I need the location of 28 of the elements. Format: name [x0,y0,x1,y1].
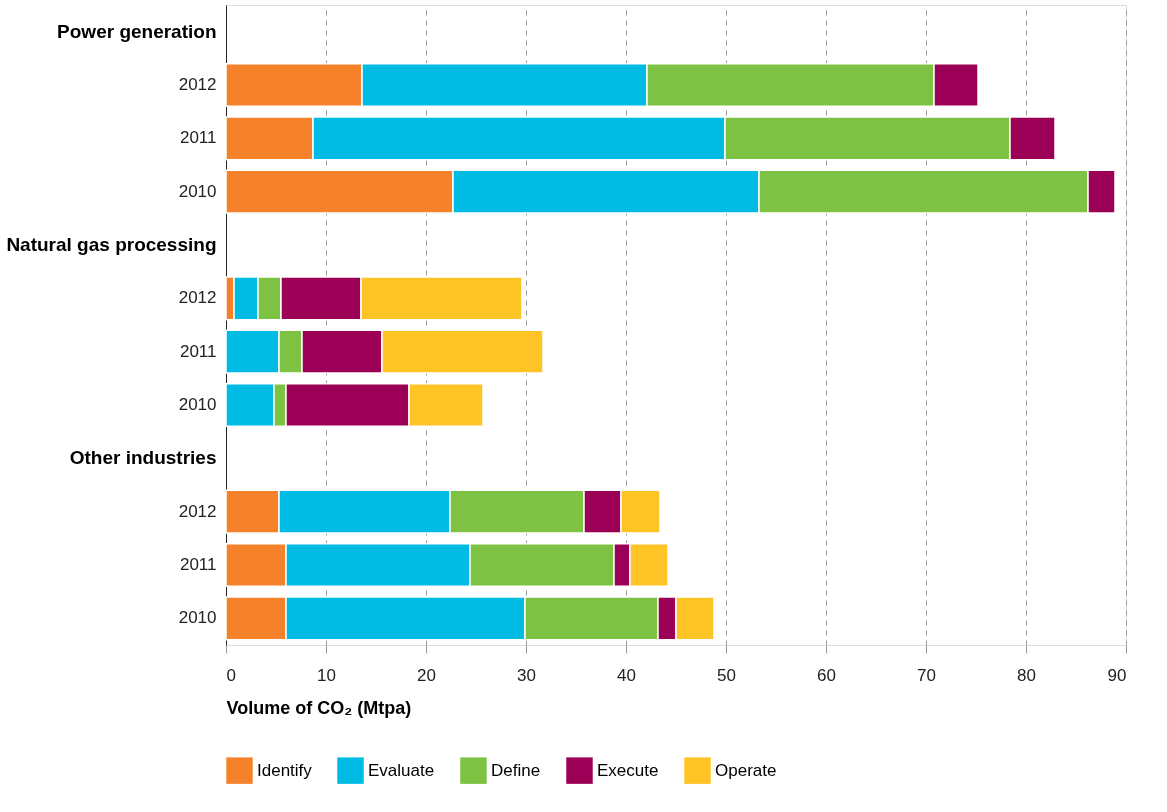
y-tick-label: 2012 [178,75,217,94]
x-tick-label: 0 [226,665,236,685]
legend-label: Operate [715,760,777,780]
y-tick-label: Natural gas processing [6,234,217,255]
x-tick-label: 20 [417,665,436,685]
legend-label: Identify [257,760,313,780]
y-tick-label: 2012 [178,288,217,308]
y-tick-label: Other industries [69,447,217,469]
x-tick-label: 70 [917,665,936,685]
y-tick-label: 2011 [179,128,217,148]
y-tick-label: 2012 [178,501,217,521]
y-tick-label: Power generation [57,20,217,42]
x-tick-label: 50 [717,665,736,685]
y-tick-label: 2010 [178,395,217,414]
x-tick-label: 40 [617,665,636,685]
legend-label: Execute [597,760,659,780]
x-tick-label: 10 [317,665,336,685]
x-axis-title: Volume of CO₂ (Mtpa) [226,697,412,718]
x-tick-label: 90 [1107,665,1127,685]
x-tick-label: 30 [517,665,536,685]
y-tick-label: 2010 [178,608,217,628]
legend-label: Define [491,760,541,780]
x-tick-label: 80 [1017,665,1036,685]
y-tick-label: 2011 [179,341,217,361]
y-tick-label: 2010 [178,181,217,201]
y-tick-label: 2011 [179,555,217,574]
x-tick-label: 60 [817,665,836,685]
legend-label: Evaluate [368,760,435,780]
